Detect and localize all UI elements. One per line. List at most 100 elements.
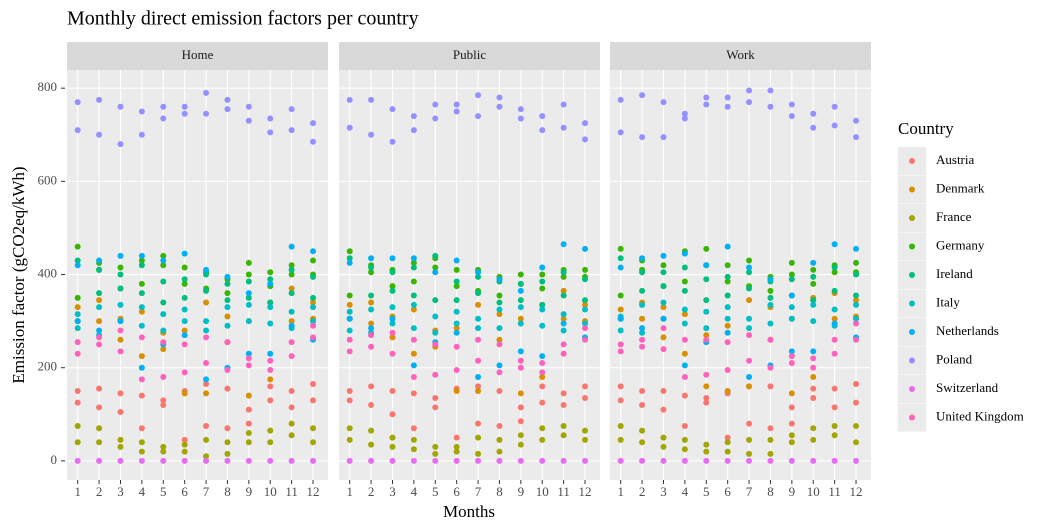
point [288,271,295,278]
point [160,115,167,122]
point [117,103,124,110]
point [617,457,624,464]
point [267,350,274,357]
point [539,383,546,390]
point [639,427,646,434]
point [853,315,860,322]
point [746,269,753,276]
point [582,427,589,434]
point [475,269,482,276]
point [831,287,838,294]
point [181,369,188,376]
point [96,341,103,348]
point [346,308,353,315]
point [267,320,274,327]
point [853,245,860,252]
point [746,383,753,390]
point [767,450,774,457]
point [245,117,252,124]
point [767,103,774,110]
point [96,290,103,297]
point [746,325,753,332]
point [267,299,274,306]
point [310,120,317,127]
point [788,404,795,411]
point [517,297,524,304]
point [810,395,817,401]
point [517,348,524,355]
point [539,285,546,292]
point [660,346,667,353]
point [517,357,524,364]
point [245,290,252,297]
point [560,315,567,322]
x-tick-label: 4 [139,484,146,499]
point [660,99,667,106]
point [432,395,439,401]
point [288,432,295,439]
point [746,357,753,364]
point [74,350,81,357]
x-tick-label: 9 [789,484,796,499]
point [746,264,753,271]
point [117,436,124,443]
point [746,257,753,264]
point [788,420,795,427]
point [617,292,624,299]
point [410,457,417,464]
point [831,122,838,129]
point [160,262,167,269]
point [453,367,460,374]
point [389,315,396,322]
legend-marker [909,386,915,392]
legend-marker [909,300,915,307]
point [138,364,145,371]
point [410,374,417,381]
point [181,436,188,443]
point [853,439,860,446]
point [539,127,546,134]
point [368,264,375,271]
point [203,327,210,334]
point [117,443,124,450]
point [582,297,589,304]
point [560,350,567,357]
point [368,343,375,350]
facet-label: Work [726,47,755,62]
point [539,436,546,443]
point [853,399,860,406]
legend-label: Switzerland [936,380,999,395]
point [410,306,417,313]
point [203,110,210,117]
point [681,278,688,285]
point [368,325,375,332]
y-tick-label: 200 [38,359,58,374]
x-tick-label: 10 [264,484,277,499]
point [453,443,460,450]
point [853,457,860,464]
point [138,334,145,341]
point [368,320,375,327]
point [453,108,460,115]
point [453,278,460,285]
point [288,127,295,134]
point [617,341,624,348]
point [410,264,417,271]
point [539,264,546,271]
point [245,439,252,446]
point [560,101,567,108]
x-tick-label: 12 [307,484,320,499]
point [517,304,524,311]
point [288,262,295,269]
legend-marker [909,414,915,421]
point [160,397,167,404]
point [639,255,646,262]
point [831,336,838,343]
point [539,271,546,278]
point [660,252,667,259]
point [389,283,396,290]
point [224,304,231,311]
point [724,448,731,455]
point [617,129,624,136]
legend-label: Germany [936,237,985,252]
